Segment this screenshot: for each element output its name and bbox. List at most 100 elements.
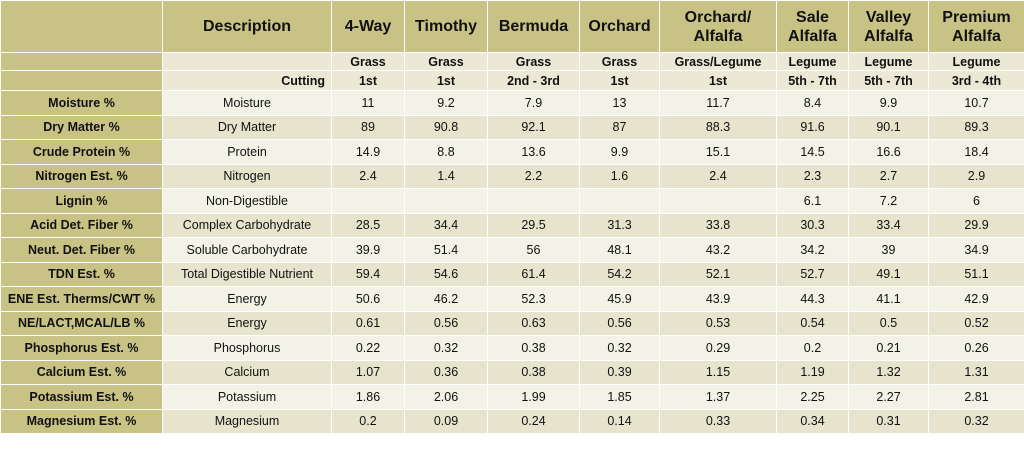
value-cell: 29.5: [487, 212, 580, 238]
data-row: Nitrogen Est. % Nitrogen 2.4 1.4 2.2 1.6 2.4 2.…: [0, 163, 1024, 189]
value-cell: 1.86: [331, 384, 405, 410]
value-cell: 1.6: [579, 163, 660, 189]
cutting-cell: 1st: [659, 70, 777, 91]
value-cell: 89.3: [928, 114, 1024, 140]
value-cell: 30.3: [776, 212, 849, 238]
row-description: Dry Matter: [162, 114, 332, 140]
value-cell: 0.56: [579, 310, 660, 336]
value-cell: 1.99: [487, 384, 580, 410]
data-row: Acid Det. Fiber % Complex Carbohydrate 28.…: [0, 212, 1024, 238]
cutting-cell: 1st: [404, 70, 488, 91]
row-label: Phosphorus Est. %: [0, 335, 163, 361]
header-line: Bermuda: [498, 18, 569, 35]
value-cell: 0.32: [928, 408, 1024, 434]
type-cell: Grass: [404, 52, 488, 71]
value-cell: 34.4: [404, 212, 488, 238]
row-label: ENE Est. Therms/CWT %: [0, 286, 163, 312]
value-cell: [579, 188, 660, 214]
row-label: Acid Det. Fiber %: [0, 212, 163, 238]
value-cell: 0.2: [776, 335, 849, 361]
value-cell: 54.6: [404, 261, 488, 287]
value-cell: 28.5: [331, 212, 405, 238]
value-cell: [487, 188, 580, 214]
value-cell: 0.29: [659, 335, 777, 361]
value-cell: 0.63: [487, 310, 580, 336]
row-description: Total Digestible Nutrient: [162, 261, 332, 287]
value-cell: 2.3: [776, 163, 849, 189]
value-cell: 42.9: [928, 286, 1024, 312]
value-cell: 6.1: [776, 188, 849, 214]
corner-cell: [0, 0, 163, 53]
column-header: 4-Way: [331, 0, 405, 53]
value-cell: [404, 188, 488, 214]
forage-table: Description 4-Way Timothy Bermuda Orchard Orc…: [0, 0, 1024, 434]
value-cell: 1.4: [404, 163, 488, 189]
data-row: Dry Matter % Dry Matter 89 90.8 92.1 87 88.3 91…: [0, 114, 1024, 140]
row-label: NE/LACT,MCAL/LB %: [0, 310, 163, 336]
value-cell: 0.5: [848, 310, 929, 336]
value-cell: 1.19: [776, 359, 849, 385]
value-cell: 8.8: [404, 139, 488, 165]
row-description: Complex Carbohydrate: [162, 212, 332, 238]
row-description: Nitrogen: [162, 163, 332, 189]
value-cell: 59.4: [331, 261, 405, 287]
value-cell: 0.2: [331, 408, 405, 434]
value-cell: 1.07: [331, 359, 405, 385]
value-cell: 16.6: [848, 139, 929, 165]
value-cell: 52.7: [776, 261, 849, 287]
value-cell: 88.3: [659, 114, 777, 140]
value-cell: 2.4: [331, 163, 405, 189]
value-cell: 1.85: [579, 384, 660, 410]
header-line: Timothy: [415, 18, 477, 35]
value-cell: 1.37: [659, 384, 777, 410]
value-cell: 7.2: [848, 188, 929, 214]
value-cell: 33.4: [848, 212, 929, 238]
value-cell: 51.1: [928, 261, 1024, 287]
value-cell: 2.27: [848, 384, 929, 410]
type-cell: Grass/Legume: [659, 52, 777, 71]
value-cell: 0.38: [487, 335, 580, 361]
value-cell: 2.4: [659, 163, 777, 189]
value-cell: 0.53: [659, 310, 777, 336]
value-cell: 11.7: [659, 90, 777, 116]
value-cell: 0.32: [404, 335, 488, 361]
value-cell: 0.32: [579, 335, 660, 361]
type-cell: Grass: [487, 52, 580, 71]
value-cell: 0.54: [776, 310, 849, 336]
value-cell: 14.9: [331, 139, 405, 165]
column-header: Valley Alfalfa: [848, 0, 929, 53]
value-cell: 0.36: [404, 359, 488, 385]
value-cell: 46.2: [404, 286, 488, 312]
value-cell: 90.8: [404, 114, 488, 140]
value-cell: 91.6: [776, 114, 849, 140]
value-cell: 50.6: [331, 286, 405, 312]
value-cell: 54.2: [579, 261, 660, 287]
type-row: Grass Grass Grass Grass Grass/Legume Legume Le…: [0, 52, 1024, 71]
value-cell: 2.06: [404, 384, 488, 410]
row-label: Dry Matter %: [0, 114, 163, 140]
value-cell: 39: [848, 237, 929, 263]
value-cell: 34.2: [776, 237, 849, 263]
value-cell: 15.1: [659, 139, 777, 165]
column-header: Description: [162, 0, 332, 53]
column-header: Premium Alfalfa: [928, 0, 1024, 53]
header-line: 4-Way: [344, 18, 392, 35]
value-cell: 11: [331, 90, 405, 116]
value-cell: 1.32: [848, 359, 929, 385]
value-cell: 0.61: [331, 310, 405, 336]
type-cell: Legume: [848, 52, 929, 71]
value-cell: 0.33: [659, 408, 777, 434]
column-header: Orchard/Alfalfa: [659, 0, 777, 53]
cutting-label: Cutting: [162, 70, 332, 91]
value-cell: 51.4: [404, 237, 488, 263]
value-cell: 0.26: [928, 335, 1024, 361]
value-cell: 29.9: [928, 212, 1024, 238]
description-cell: [162, 52, 332, 71]
value-cell: 9.9: [848, 90, 929, 116]
column-header: Bermuda: [487, 0, 580, 53]
data-row: ENE Est. Therms/CWT % Energy 50.6 46.2 52.3 4…: [0, 286, 1024, 312]
type-cell: Legume: [928, 52, 1024, 71]
value-cell: 0.22: [331, 335, 405, 361]
table-body: Description 4-Way Timothy Bermuda Orchard Orc…: [0, 0, 1024, 434]
